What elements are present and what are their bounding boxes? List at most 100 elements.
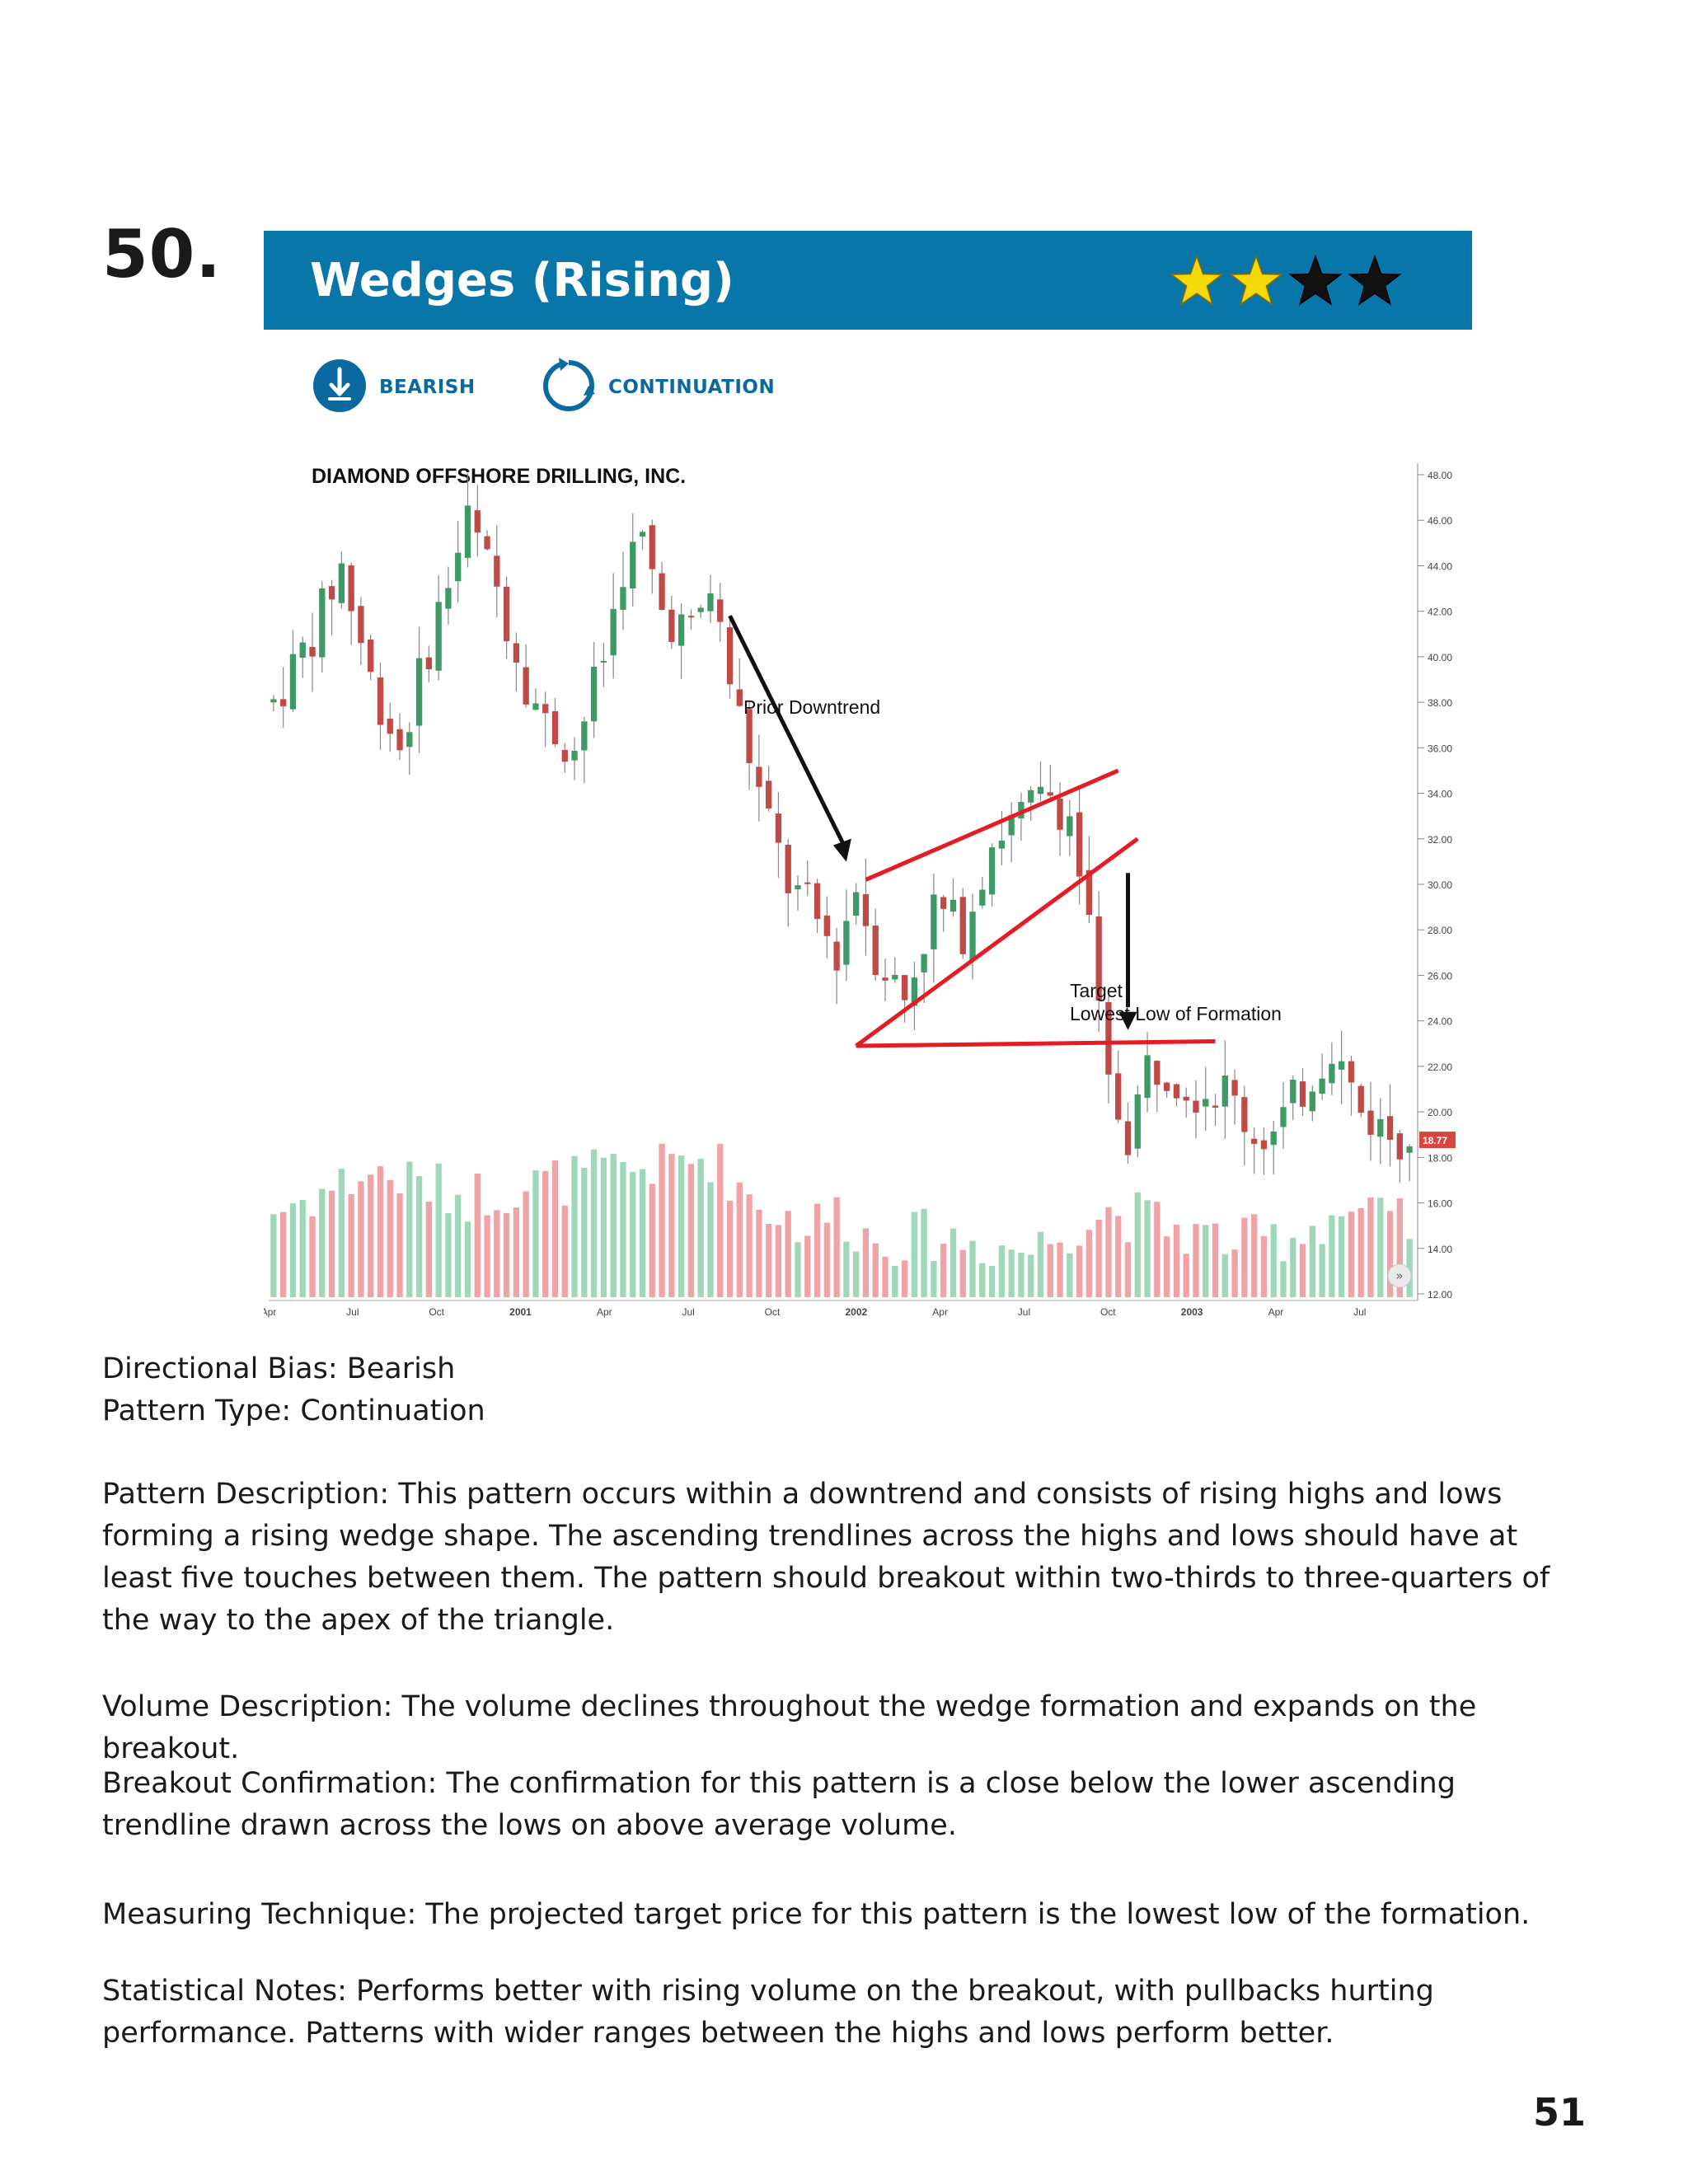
volume-bar <box>455 1194 462 1297</box>
volume-bar <box>921 1208 927 1297</box>
candle-down <box>717 599 724 622</box>
y-tick-label: 40.00 <box>1428 652 1452 663</box>
candle-down <box>309 646 316 657</box>
candle-up <box>697 607 704 612</box>
candle-down <box>872 926 879 976</box>
volume-bar <box>746 1194 753 1297</box>
candle-down <box>503 586 510 642</box>
candle-up <box>1134 1094 1141 1149</box>
candle-up <box>969 912 976 961</box>
volume-bar <box>687 1164 695 1297</box>
x-tick-label: Apr <box>932 1306 948 1318</box>
price-chart: DIAMOND OFFSHORE DRILLING, INC. » 48.00 4… <box>264 455 1456 1320</box>
candle-up <box>892 974 898 980</box>
volume-bar <box>503 1212 510 1297</box>
chart-scroll-button[interactable]: » <box>1387 1263 1412 1288</box>
candle-up <box>1067 816 1073 837</box>
candle-up <box>678 614 685 646</box>
candle-down <box>1085 869 1093 916</box>
volume-bar <box>940 1243 947 1297</box>
volume-bar <box>1367 1197 1374 1297</box>
volume-bar <box>901 1260 908 1297</box>
y-tick-label: 34.00 <box>1428 789 1452 800</box>
volume-bar <box>1037 1231 1044 1297</box>
candle-down <box>425 657 433 669</box>
candlestick-chart: DIAMOND OFFSHORE DRILLING, INC. » 48.00 4… <box>264 463 1456 1318</box>
volume-bar <box>988 1266 996 1297</box>
volume-bar <box>795 1242 801 1297</box>
candle-down <box>542 704 549 714</box>
y-tick-label: 30.00 <box>1428 879 1452 891</box>
volume-bar <box>959 1249 966 1297</box>
volume-bar <box>610 1154 617 1297</box>
candle-up <box>590 667 598 722</box>
volume-bar <box>474 1174 481 1297</box>
candle-up <box>415 658 423 726</box>
volume-bar <box>523 1191 529 1297</box>
volume-bar <box>1028 1254 1034 1297</box>
target-label: Target <box>1070 980 1123 1001</box>
volume-bar <box>678 1155 685 1297</box>
volume-bar <box>1339 1216 1345 1297</box>
candle-up <box>639 532 646 537</box>
target-line <box>856 1039 1216 1048</box>
pattern-type: Pattern Type: Continuation <box>102 1394 485 1427</box>
candle-down <box>1357 1085 1364 1113</box>
candle-down <box>348 565 354 612</box>
volume-bar <box>406 1161 413 1297</box>
cycle-arrows-icon <box>541 358 597 417</box>
candle-up <box>979 889 986 906</box>
volume-bar <box>1250 1214 1258 1297</box>
volume-bar <box>833 1197 840 1297</box>
volume-bar <box>425 1202 433 1297</box>
volume-bar <box>338 1169 345 1297</box>
volume-bar <box>1144 1200 1151 1297</box>
candle-down <box>668 609 675 643</box>
candle-down <box>756 766 762 787</box>
candle-down <box>1241 1097 1248 1132</box>
x-tick-label: 2001 <box>509 1306 532 1318</box>
volume-bar <box>620 1161 626 1297</box>
volume-bar <box>319 1188 326 1297</box>
candle-down <box>659 573 665 610</box>
volume-bar <box>756 1209 762 1297</box>
volume-bar <box>1018 1252 1025 1297</box>
candle-down <box>551 710 559 745</box>
candle-up <box>571 751 578 761</box>
y-tick-label: 48.00 <box>1428 470 1452 481</box>
volume-bar <box>979 1263 986 1297</box>
star-rating <box>1167 254 1406 308</box>
candle-down <box>804 882 811 884</box>
volume-bar <box>649 1183 655 1297</box>
bias-label: BEARISH <box>379 377 476 398</box>
volume-bar <box>814 1203 821 1297</box>
y-tick-label: 16.00 <box>1428 1198 1452 1210</box>
volume-description: Volume Description: The volume declines … <box>102 1690 1477 1765</box>
y-tick-label: 46.00 <box>1428 515 1452 527</box>
candle-down <box>1299 1081 1306 1107</box>
candle-down <box>368 639 374 673</box>
candle-up <box>921 954 927 972</box>
volume-bar <box>1115 1216 1122 1297</box>
lower-trendline <box>855 837 1139 1048</box>
candle-down <box>1348 1061 1355 1083</box>
volume-bar <box>377 1166 384 1297</box>
candle-up <box>795 885 801 890</box>
candle-down <box>513 643 520 663</box>
candle-down <box>377 677 384 725</box>
last-price-label: 18.77 <box>1423 1135 1447 1146</box>
volume-bar <box>299 1200 306 1297</box>
volume-bar <box>1203 1225 1209 1297</box>
volume-bar <box>581 1167 588 1297</box>
volume-bar <box>1057 1242 1063 1297</box>
type-label: CONTINUATION <box>608 377 776 398</box>
volume-bar <box>1386 1211 1394 1297</box>
candle-down <box>959 897 966 954</box>
candle-up <box>988 847 996 895</box>
candle-down <box>387 719 393 734</box>
volume-bar <box>1329 1215 1335 1297</box>
volume-bar <box>862 1228 870 1297</box>
candle-down <box>1154 1061 1160 1085</box>
candle-down <box>785 845 791 893</box>
volume-bar <box>551 1160 559 1297</box>
